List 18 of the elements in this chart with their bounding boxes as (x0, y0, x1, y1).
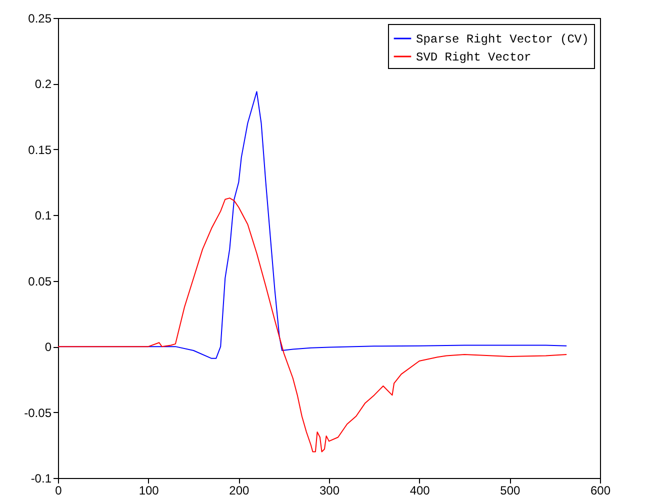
y-tick-label: 0.25 (28, 12, 52, 26)
x-tick-label: 0 (55, 484, 62, 498)
x-tick-label: 500 (500, 484, 520, 498)
line-series (58, 198, 568, 452)
legend-label: SVD Right Vector (416, 50, 532, 64)
x-tick-label: 400 (410, 484, 430, 498)
x-tick-label: 200 (229, 484, 250, 498)
y-tick-label: 0.2 (34, 77, 52, 92)
y-tick-label: 0 (44, 340, 52, 354)
y-tick-label: -0.1 (30, 472, 52, 486)
x-tick-label: 100 (138, 484, 160, 498)
legend-label: Sparse Right Vector (CV) (416, 32, 589, 46)
x-tick-label: 600 (590, 484, 611, 498)
y-tick-label: 0.1 (34, 208, 52, 223)
x-tick-label: 300 (319, 484, 340, 498)
y-tick-label: 0.05 (28, 274, 52, 288)
y-tick-label: -0.05 (24, 406, 52, 420)
y-tick-label: 0.15 (28, 142, 52, 157)
